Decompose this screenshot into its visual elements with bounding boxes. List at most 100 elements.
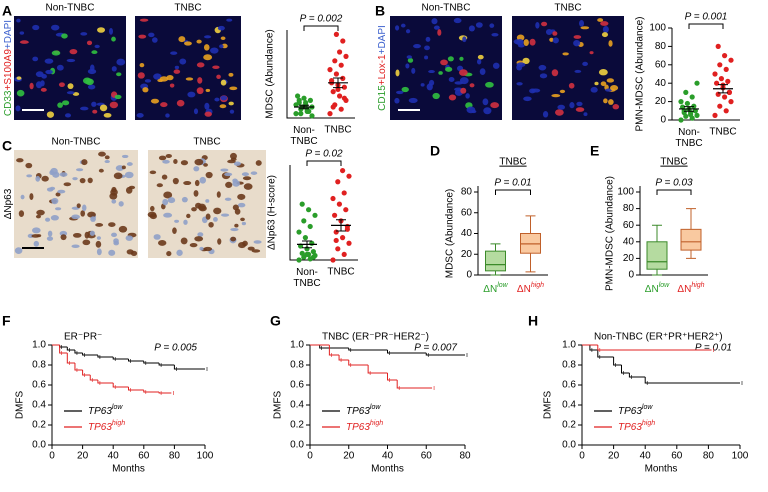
cell [568, 82, 575, 89]
cell [230, 236, 237, 242]
x-tick-label: Non-TNBC [290, 125, 317, 147]
data-point [330, 89, 336, 95]
survival-step [66, 353, 75, 364]
box [646, 241, 668, 270]
survival-step [621, 365, 630, 374]
y-tick-label: 40 [623, 236, 635, 247]
x-tick-label: TNBC [709, 127, 736, 138]
x-tick-label: 0 [579, 451, 585, 462]
error-bar [718, 84, 728, 94]
chart-title: TNBC (ER⁻PR⁻HER2⁻) [322, 332, 429, 343]
cell [400, 23, 406, 28]
panel-letter: D [430, 143, 440, 159]
y-tick-label: 0.8 [562, 360, 576, 371]
data-point [312, 212, 318, 218]
cell [205, 213, 211, 220]
cell [91, 50, 98, 55]
legend-label: TP63low [618, 404, 653, 417]
cell [32, 56, 39, 62]
cell [557, 104, 566, 110]
cell [108, 222, 116, 227]
cell [98, 151, 106, 157]
cell [157, 78, 164, 83]
cell [174, 65, 180, 70]
data-point [333, 31, 339, 37]
y-tick-label: 0.0 [562, 440, 576, 451]
y-axis-label: DMFS [273, 391, 284, 420]
y-tick-label: 0 [660, 115, 666, 126]
cell [156, 183, 163, 188]
cell [118, 201, 124, 207]
data-point [340, 235, 346, 241]
cell [76, 168, 84, 172]
cell [580, 26, 590, 30]
x-tick-label: 0 [307, 451, 313, 462]
cell [144, 79, 152, 83]
y-tick-label: 0 [466, 270, 472, 281]
cell [448, 94, 457, 101]
cell [111, 232, 117, 237]
data-point [293, 102, 299, 108]
legend-label: TP63low [346, 404, 381, 417]
cell [56, 64, 64, 71]
cell [31, 234, 40, 238]
y-axis-label: DMFS [15, 391, 26, 420]
cell [172, 177, 179, 185]
data-point [329, 78, 335, 84]
survival-step [158, 363, 175, 366]
x-tick-line: TNBC [675, 138, 702, 149]
cell [606, 78, 615, 83]
y-tick-label: 0.4 [32, 400, 46, 411]
survival-step [97, 355, 114, 358]
y-tick-label: 40 [655, 78, 667, 89]
cell [166, 74, 174, 81]
data-point [310, 254, 316, 260]
cell [111, 199, 117, 204]
cell [479, 68, 486, 76]
survival-step [348, 360, 369, 366]
cell [113, 238, 119, 244]
cell [142, 87, 149, 93]
cell [396, 90, 404, 95]
cell [589, 51, 594, 55]
cell [45, 69, 53, 75]
cell [71, 214, 80, 220]
p-bracket [656, 189, 692, 195]
chart-title: TNBC [660, 157, 687, 168]
cell [29, 193, 34, 201]
y-tick-label: 0.2 [562, 420, 576, 431]
panel-letter: H [528, 313, 538, 329]
cell [447, 56, 454, 62]
cell [395, 69, 400, 77]
cell [598, 69, 608, 76]
y-axis-label: MDSC (Abundance) [265, 29, 276, 118]
cell [602, 26, 609, 33]
cell [196, 62, 205, 68]
cell [104, 160, 110, 164]
p-value: P = 0.002 [300, 14, 343, 25]
cell [224, 172, 233, 177]
stain-part: +DAPI [3, 20, 14, 49]
cell [394, 97, 400, 104]
cell [491, 32, 499, 37]
x-axis-label: Months [645, 464, 678, 475]
cell [420, 83, 425, 87]
data-point [333, 71, 339, 77]
cell [35, 214, 41, 219]
cell [204, 102, 210, 110]
data-point [296, 257, 302, 263]
x-tick-label: 20 [77, 451, 89, 462]
data-point [304, 251, 310, 258]
x-tick-label: 40 [382, 451, 394, 462]
y-tick-label: 40 [461, 228, 473, 239]
cell [203, 163, 208, 167]
cell [411, 67, 416, 74]
data-point [338, 106, 344, 112]
label-base: ΔN [517, 284, 531, 295]
data-point [343, 207, 349, 213]
cell [32, 24, 40, 31]
cell [63, 182, 72, 187]
y-tick-label: 0.0 [32, 440, 46, 451]
survival-step [89, 375, 98, 381]
cell [492, 62, 500, 69]
